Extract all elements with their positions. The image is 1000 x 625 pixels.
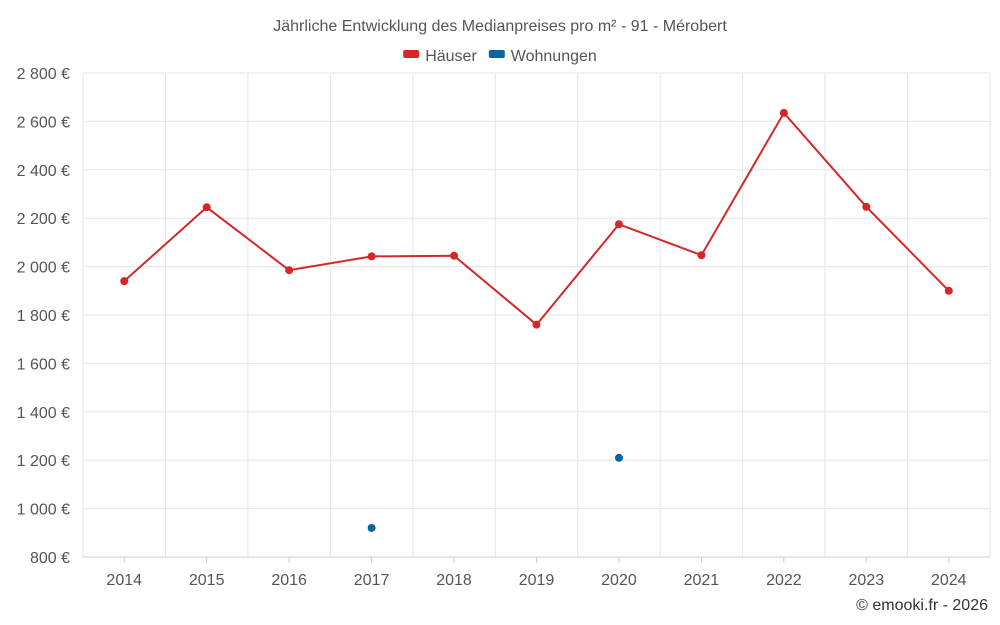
data-point-häuser-2016[interactable]	[285, 266, 294, 275]
legend-label: Wohnungen	[511, 48, 597, 65]
series-layer	[120, 108, 953, 532]
x-tick-label: 2014	[106, 572, 142, 589]
data-point-häuser-2015[interactable]	[202, 203, 211, 212]
legend-swatch	[488, 50, 505, 58]
data-point-häuser-2020[interactable]	[614, 220, 623, 229]
y-tick-label: 2 000 €	[17, 260, 70, 277]
data-point-wohnungen-2020[interactable]	[614, 453, 623, 462]
legend-swatch	[403, 50, 420, 58]
grid-layer	[82, 72, 991, 557]
axis-layer: 800 € 1 000 € 1 200 € 1 400 € 1 600 € 1 800 €…	[17, 66, 990, 589]
y-tick-label: 800 €	[30, 550, 70, 567]
y-tick-label: 2 400 €	[17, 163, 70, 180]
data-point-häuser-2019[interactable]	[532, 320, 541, 329]
x-tick-label: 2020	[601, 572, 637, 589]
y-tick-label: 1 800 €	[17, 308, 70, 325]
legend-item-häuser[interactable]: Häuser	[403, 48, 477, 65]
credit-label: © emooki.fr - 2026	[856, 597, 988, 614]
x-tick-label: 2022	[766, 572, 802, 589]
legend[interactable]: Häuser Wohnungen	[403, 48, 597, 65]
y-tick-label: 2 600 €	[17, 114, 70, 131]
x-tick-label: 2015	[189, 572, 225, 589]
y-tick-label: 2 800 €	[17, 66, 70, 83]
data-point-wohnungen-2017[interactable]	[367, 523, 376, 532]
x-tick-label: 2024	[931, 572, 967, 589]
data-point-häuser-2021[interactable]	[697, 251, 706, 260]
data-point-häuser-2017[interactable]	[367, 252, 376, 261]
data-point-häuser-2022[interactable]	[779, 108, 788, 117]
x-tick-label: 2021	[684, 572, 720, 589]
y-tick-label: 1 000 €	[17, 502, 70, 519]
y-tick-label: 1 200 €	[17, 453, 70, 470]
x-tick-label: 2017	[354, 572, 390, 589]
y-tick-label: 1 400 €	[17, 405, 70, 422]
y-tick-label: 1 600 €	[17, 356, 70, 373]
chart-title: Jährliche Entwicklung des Medianpreises …	[273, 18, 727, 35]
data-point-häuser-2023[interactable]	[862, 202, 871, 211]
legend-item-wohnungen[interactable]: Wohnungen	[488, 48, 597, 65]
x-tick-label: 2023	[849, 572, 885, 589]
x-tick-label: 2016	[271, 572, 307, 589]
x-tick-label: 2019	[519, 572, 555, 589]
y-tick-label: 2 200 €	[17, 211, 70, 228]
data-point-häuser-2014[interactable]	[120, 277, 129, 286]
data-point-häuser-2024[interactable]	[944, 286, 953, 295]
data-point-häuser-2018[interactable]	[450, 251, 459, 260]
x-tick-label: 2018	[436, 572, 472, 589]
legend-label: Häuser	[425, 48, 477, 65]
